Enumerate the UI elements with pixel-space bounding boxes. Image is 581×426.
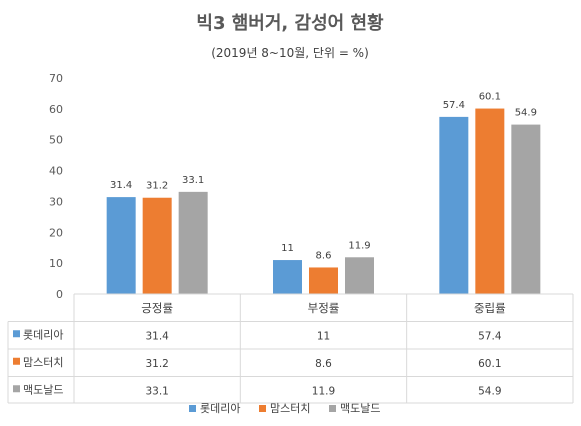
bar-1-1: [309, 267, 338, 294]
bar-0-0: [106, 197, 136, 294]
data-label: 57.4: [443, 100, 465, 111]
legend-label: 맘스터치: [270, 402, 310, 415]
y-tick-label: 30: [49, 195, 63, 208]
legend-label: 맥도날드: [340, 402, 380, 415]
table-cell: 31.2: [145, 358, 168, 370]
table-cell: 31.4: [145, 330, 169, 342]
table-cell: 33.1: [145, 385, 168, 397]
legend-swatch: [329, 405, 336, 412]
table-cell: 11: [317, 330, 330, 342]
bar-0-1: [142, 197, 172, 294]
table-legend-key: [13, 385, 20, 393]
bar-1-0: [273, 260, 302, 294]
chart-subtitle: (2019년 8~10월, 단위 = %): [211, 46, 369, 60]
data-label: 33.1: [182, 175, 204, 186]
table-cell: 11.9: [312, 385, 335, 397]
data-label: 8.6: [316, 250, 332, 261]
y-tick-label: 40: [49, 165, 63, 178]
legend-swatch: [189, 405, 196, 412]
table-cell: 8.6: [315, 358, 332, 370]
data-label: 11: [281, 243, 294, 254]
table-row-label: 맘스터치: [23, 356, 63, 369]
table-legend-key: [13, 357, 20, 365]
data-label: 31.4: [110, 180, 132, 191]
legend-label: 롯데리아: [200, 402, 240, 415]
y-tick-label: 50: [49, 134, 63, 147]
y-tick-label: 70: [49, 72, 63, 85]
category-label: 중립률: [474, 301, 506, 315]
data-label: 31.2: [146, 181, 168, 192]
category-label: 부정률: [308, 301, 340, 315]
table-row-label: 맥도날드: [23, 383, 63, 396]
data-label: 54.9: [515, 108, 537, 119]
y-tick-label: 20: [49, 226, 63, 239]
category-label: 긍정률: [141, 301, 173, 315]
table-legend-key: [13, 330, 20, 338]
y-tick-label: 10: [49, 257, 63, 270]
data-label: 60.1: [479, 92, 501, 103]
bar-2-2: [511, 124, 541, 294]
table-cell: 57.4: [478, 330, 502, 342]
data-label: 11.9: [348, 240, 370, 251]
table-cell: 54.9: [478, 385, 501, 397]
chart-title: 빅3 햄버거, 감성어 현황: [196, 13, 384, 34]
legend-swatch: [259, 405, 266, 412]
bar-2-0: [439, 116, 469, 294]
bar-0-2: [178, 191, 208, 294]
bar-2-1: [475, 108, 505, 294]
y-tick-label: 0: [56, 288, 63, 301]
table-row-label: 롯데리아: [23, 328, 63, 341]
bar-1-2: [345, 257, 374, 294]
y-tick-label: 60: [49, 103, 63, 116]
table-cell: 60.1: [478, 358, 501, 370]
